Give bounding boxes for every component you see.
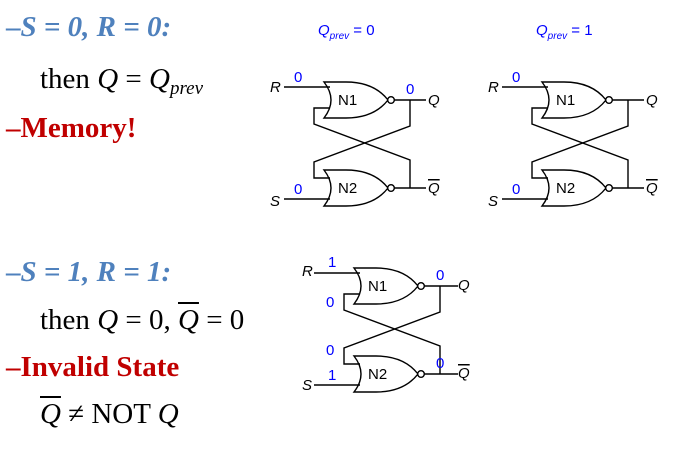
case1-result: –Memory!: [6, 112, 137, 144]
r-label: R: [488, 79, 499, 96]
case2-note: Q ≠ NOT Q: [40, 398, 179, 430]
s-label: S: [488, 193, 498, 210]
feedback-top-value: 0: [326, 294, 334, 311]
latch-diagram-1: Qprev = 0 N1 N2 R S Q Q 0 0 0: [270, 22, 440, 210]
nor-gate-n1: [541, 81, 613, 119]
qbar-label: Q: [458, 365, 470, 382]
qbar-label: Q: [428, 180, 440, 197]
nor-gate-n2: [323, 169, 395, 207]
latch-diagram-3: N1 N2 R S Q Q 1 1 0 0 0 0: [302, 254, 470, 394]
q-label: Q: [458, 277, 470, 294]
s-value: 0: [294, 181, 302, 198]
diagram-2-title: Qprev = 1: [536, 22, 593, 42]
q-label: Q: [428, 92, 440, 109]
gate-n2-label: N2: [556, 180, 575, 197]
s-label: S: [270, 193, 280, 210]
nor-gate-n2: [541, 169, 613, 207]
r-label: R: [270, 79, 281, 96]
case2-result: –Invalid State: [6, 351, 180, 383]
q-value: 0: [406, 81, 414, 98]
gate-n1-label: N1: [368, 278, 387, 295]
r-value: 1: [328, 254, 336, 271]
nor-gate-n2: [353, 355, 425, 393]
s-label: S: [302, 377, 312, 394]
gate-n2-label: N2: [368, 366, 387, 383]
r-value: 0: [512, 69, 520, 86]
diagram-1-title: Qprev = 0: [318, 22, 375, 42]
gate-n2-label: N2: [338, 180, 357, 197]
r-value: 0: [294, 69, 302, 86]
s-value: 0: [512, 181, 520, 198]
case1-heading: –S = 0, R = 0:: [6, 11, 172, 43]
case1-then: then Q = Qprev: [40, 63, 204, 99]
nor-gate-n1: [323, 81, 395, 119]
case2-heading: –S = 1, R = 1:: [6, 256, 172, 288]
latch-diagram-2: Qprev = 1 N1 N2 R S Q Q 0 0: [488, 22, 658, 210]
nor-gate-n1: [353, 267, 425, 305]
qbar-label: Q: [646, 180, 658, 197]
gate-n1-label: N1: [556, 92, 575, 109]
feedback-bottom-value: 0: [326, 342, 334, 359]
case2-then: then Q = 0, Q = 0: [40, 304, 245, 336]
q-value: 0: [436, 267, 444, 284]
r-label: R: [302, 263, 313, 280]
gate-n1-label: N1: [338, 92, 357, 109]
qbar-value: 0: [436, 355, 444, 372]
q-label: Q: [646, 92, 658, 109]
s-value: 1: [328, 367, 336, 384]
